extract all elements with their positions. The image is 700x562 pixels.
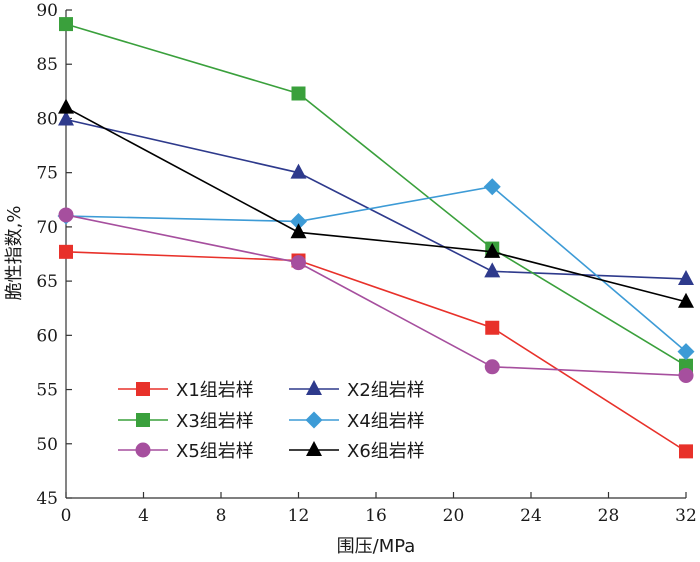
legend-label: X4组岩样 (347, 411, 425, 432)
y-tick-label: 55 (36, 381, 58, 401)
x-tick-label: 28 (598, 506, 620, 526)
data-point (483, 178, 501, 196)
data-point (484, 262, 501, 278)
data-point (484, 359, 500, 375)
data-point (484, 242, 501, 258)
y-tick-label: 60 (36, 326, 58, 346)
x-tick-label: 16 (365, 506, 387, 526)
series-line (65, 23, 687, 367)
series-line (65, 118, 687, 280)
series-line (65, 214, 687, 377)
data-point (59, 244, 73, 259)
series-layer (57, 17, 695, 459)
y-tick-label: 70 (36, 218, 58, 238)
data-point (290, 163, 307, 179)
legend-item: X6组岩样 (289, 441, 425, 462)
legend: X1组岩样 X2组岩样 X3组岩样 X4组岩样 X5组岩样 X6组岩样 (118, 380, 425, 462)
legend-label: X1组岩样 (176, 380, 254, 401)
legend-label: X6组岩样 (347, 441, 425, 462)
y-tick-label: 50 (36, 435, 58, 455)
axes: 45 50 55 60 65 70 75 80 85 90 0 4 8 12 16 20 24 28 32 (36, 1, 696, 526)
y-tick-label: 65 (36, 272, 58, 292)
legend-label: X3组岩样 (176, 411, 254, 432)
legend-marker (136, 382, 150, 396)
data-point (677, 343, 695, 361)
y-tick-label: 75 (36, 164, 58, 184)
series-2 (58, 110, 694, 285)
legend-marker (305, 411, 323, 429)
data-point (58, 110, 74, 126)
data-point (678, 367, 694, 383)
legend-marker (306, 441, 322, 456)
legend-item: X1组岩样 (118, 380, 254, 401)
data-point (58, 98, 74, 114)
y-tick-label: 85 (36, 55, 58, 75)
series-line (65, 106, 687, 303)
x-axis-title: 围压/MPa (337, 536, 416, 557)
legend-marker (136, 413, 150, 427)
y-tick-label: 90 (36, 1, 58, 21)
x-tick-label: 32 (675, 506, 697, 526)
data-point (290, 212, 307, 230)
legend-item: X2组岩样 (289, 380, 425, 401)
x-tick-label: 0 (61, 506, 72, 526)
x-tick-label: 4 (138, 506, 149, 526)
x-tick-label: 12 (288, 506, 310, 526)
data-point (678, 269, 694, 285)
legend-label: X2组岩样 (347, 380, 425, 401)
series-4 (57, 178, 695, 361)
data-point (678, 292, 694, 308)
x-tick-label: 24 (520, 506, 542, 526)
x-tick-label: 20 (443, 506, 465, 526)
legend-item: X3组岩样 (118, 411, 254, 432)
legend-label: X5组岩样 (176, 441, 254, 462)
y-axis-title: 脆性指数,% (4, 206, 25, 301)
legend-item: X5组岩样 (118, 441, 254, 462)
legend-marker (135, 442, 151, 458)
data-point (291, 255, 306, 271)
data-point (290, 223, 307, 239)
data-point (291, 86, 306, 101)
data-point (58, 207, 74, 223)
series-6 (58, 98, 694, 308)
y-tick-label: 45 (36, 489, 58, 509)
series-line (65, 251, 687, 453)
legend-item: X4组岩样 (289, 411, 425, 432)
legend-marker (306, 380, 322, 395)
x-tick-label: 8 (216, 506, 227, 526)
y-tick-label: 80 (36, 109, 58, 129)
series-5 (58, 207, 694, 383)
series-3 (59, 17, 693, 373)
series-line (65, 185, 687, 353)
data-point (679, 444, 693, 459)
data-point (485, 320, 500, 335)
data-point (59, 17, 73, 32)
